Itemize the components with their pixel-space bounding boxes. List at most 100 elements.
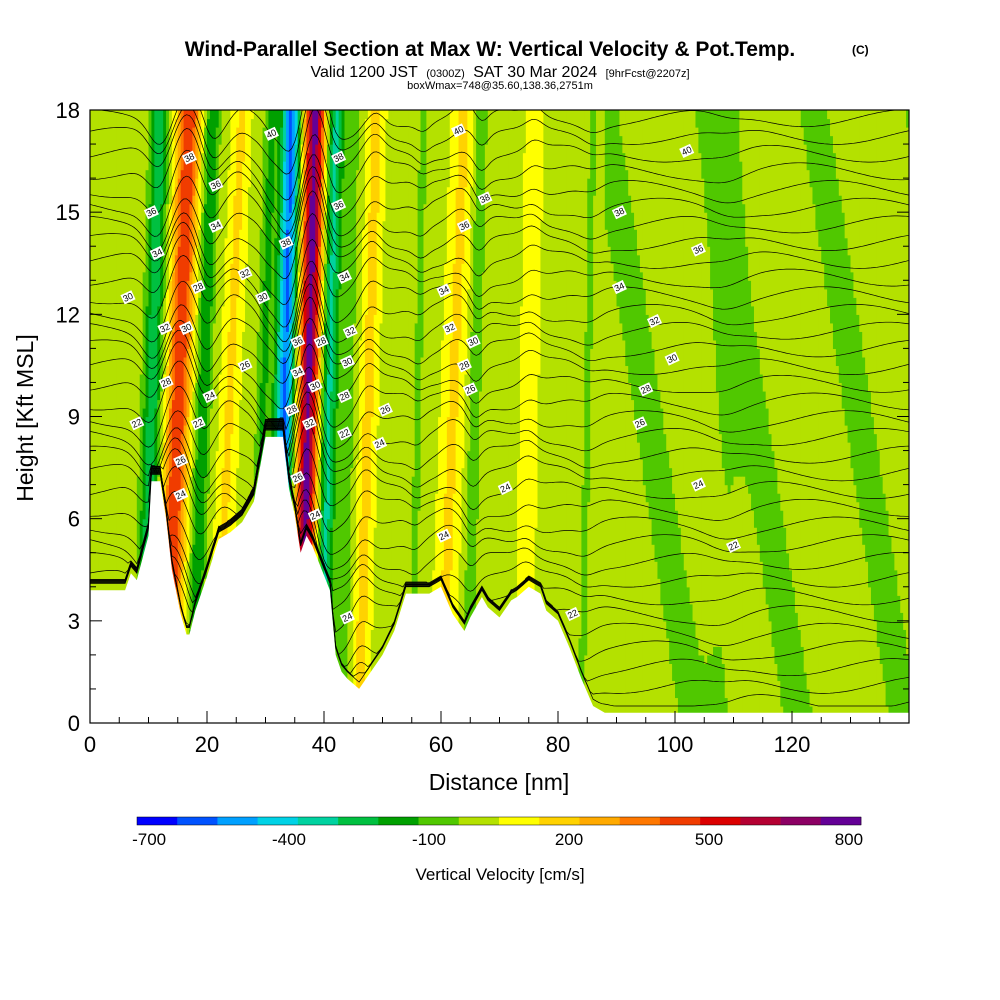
x-axis: 0 20 40 60 80 100 120 [84, 711, 881, 757]
colorbar-swatch [297, 817, 339, 825]
theta-contour-value: 28 [159, 376, 172, 389]
colorbar-swatch [740, 817, 781, 825]
theta-contour-label: 40 [451, 123, 467, 138]
theta-contour-label: 22 [190, 416, 206, 431]
theta-contour-line [90, 422, 909, 555]
theta-contour-value: 38 [183, 151, 196, 164]
colorbar-swatch [378, 817, 419, 825]
valid-utc: (0300Z) [426, 68, 465, 80]
theta-contour-line [90, 110, 909, 152]
theta-contour-label: 26 [290, 470, 306, 485]
theta-contour-label: 24 [372, 436, 388, 451]
terrain-mask [90, 436, 909, 723]
theta-contour-value: 24 [309, 509, 322, 522]
theta-contour-line [90, 190, 909, 279]
colorbar-tick-label: 500 [695, 830, 723, 849]
theta-contour-line [90, 175, 909, 258]
theta-contour-label: 36 [331, 198, 347, 213]
theta-contour-value: 24 [437, 529, 450, 542]
theta-contour-label: 28 [284, 402, 300, 417]
theta-contour-label: 30 [178, 320, 195, 336]
theta-contour-label: 24 [497, 480, 513, 496]
theta-contour-label: 38 [611, 205, 627, 220]
theta-contour-value: 36 [332, 199, 345, 212]
colorbar-swatch [137, 817, 178, 825]
theta-contour-value: 24 [341, 611, 354, 624]
colorbar-swatch [177, 817, 218, 825]
chart-title: Wind-Parallel Section at Max W: Vertical… [185, 38, 796, 61]
colorbar-tick-label: -400 [272, 830, 306, 849]
theta-contour-label: 32 [646, 314, 663, 329]
theta-contour-value: 34 [209, 219, 222, 232]
x-tick-label: 0 [84, 732, 96, 757]
colorbar-swatch [458, 817, 500, 825]
theta-contour-label: 36 [208, 177, 224, 192]
theta-contour-label: 38 [477, 191, 493, 206]
theta-contour-label: 24 [173, 487, 189, 502]
colorbar-swatch [659, 817, 701, 825]
theta-contour-line [90, 420, 909, 494]
y-tick-label: 12 [56, 302, 80, 327]
theta-contour-label: 40 [679, 143, 695, 158]
x-tick-label: 100 [657, 732, 694, 757]
theta-contour-line [90, 255, 909, 342]
colorbar-swatch [257, 817, 299, 825]
theta-contour-value: 34 [338, 270, 351, 283]
theta-contour-value: 32 [238, 267, 251, 280]
theta-contour-value: 24 [692, 478, 705, 491]
theta-contour-label: 40 [263, 126, 279, 141]
theta-contour-value: 30 [256, 291, 269, 304]
theta-contour-label: 30 [120, 290, 136, 305]
colorbar-swatch [780, 817, 822, 825]
theta-contour-label: 28 [638, 382, 654, 397]
theta-contour-label: 34 [208, 218, 224, 233]
theta-contour-label: 26 [173, 453, 189, 468]
theta-contour-label: 24 [436, 528, 452, 543]
theta-contour-label: 36 [290, 334, 306, 349]
plot-area [90, 110, 909, 723]
theta-contour-value: 30 [121, 291, 134, 304]
theta-contour-line [90, 166, 909, 245]
colorbar-tick-label: 200 [555, 830, 583, 849]
theta-contour-label: 30 [255, 290, 271, 305]
theta-contour-value: 40 [680, 144, 693, 157]
theta-contour-label: 30 [339, 354, 355, 370]
theta-contour-value: 32 [158, 321, 171, 334]
theta-contour-value: 26 [464, 383, 477, 396]
theta-contour-label: 26 [632, 416, 648, 431]
colorbar: -700 -400 -100 200 500 800 [132, 816, 863, 849]
theta-contour-labels: 22 24 26 28 30 32 34 36 38 22 30 28 24 34 36 26 32 30 40 38… [120, 123, 742, 625]
theta-contour-line [90, 429, 909, 695]
theta-contour-label: 22 [725, 538, 742, 553]
theta-contour-value: 28 [338, 389, 351, 402]
theta-contour-line [90, 427, 909, 656]
x-tick-label: 20 [195, 732, 219, 757]
theta-contour-value: 22 [338, 427, 351, 440]
theta-contour-value: 22 [192, 417, 205, 430]
theta-contour-line [90, 283, 909, 364]
theta-contour-line [90, 317, 909, 410]
theta-contour-label: 30 [465, 334, 481, 349]
theta-contour-line [90, 421, 909, 511]
theta-contour-value: 38 [478, 192, 491, 205]
theta-contour-value: 26 [238, 359, 251, 372]
x-tick-label: 40 [312, 732, 336, 757]
valid-time-line: Valid 1200 JST (0300Z) SAT 30 Mar 2024 [… [310, 64, 689, 81]
theta-contour-label: 22 [336, 426, 353, 441]
theta-contour-lines [90, 110, 909, 707]
theta-contour-value: 34 [291, 366, 304, 379]
colorbar-label: Vertical Velocity [cm/s] [415, 865, 584, 884]
theta-contour-value: 30 [180, 321, 193, 334]
theta-contour-value: 38 [279, 236, 292, 249]
theta-contour-value: 30 [665, 352, 678, 365]
theta-contour-label: 34 [149, 245, 165, 261]
theta-contour-label: 36 [143, 205, 159, 220]
theta-contour-value: 36 [145, 206, 158, 219]
theta-contour-label: 34 [436, 283, 452, 298]
forecast-info: [9hrFcst@2207z] [606, 68, 690, 80]
colorbar-swatch [619, 817, 661, 825]
y-tick-label: 9 [68, 405, 80, 430]
copyright-mark: (C) [852, 43, 869, 57]
